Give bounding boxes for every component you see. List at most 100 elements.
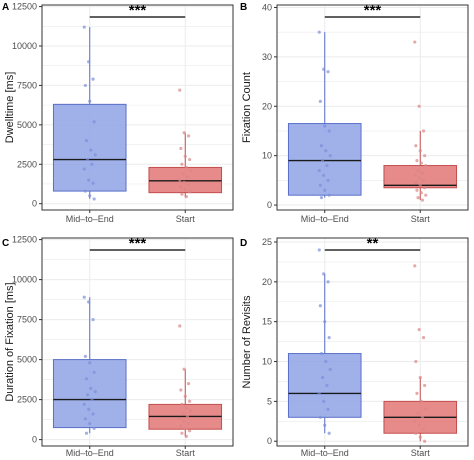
data-point (178, 88, 182, 92)
data-point (318, 183, 322, 187)
data-point (182, 419, 186, 423)
data-point (413, 419, 417, 423)
data-point (414, 144, 418, 148)
data-point (83, 83, 87, 88)
data-point (87, 300, 91, 304)
data-point (186, 183, 191, 187)
y-tick-label: 40 (262, 2, 272, 12)
data-point (180, 162, 184, 166)
x-tick-label: Start (176, 214, 196, 224)
data-point (414, 359, 418, 364)
data-point (417, 104, 421, 108)
data-point (414, 181, 418, 185)
y-tick-label: 10 (262, 357, 272, 367)
data-point (183, 154, 187, 158)
data-point (328, 154, 332, 158)
data-point (82, 167, 86, 171)
panel-d: ** 0 5 10 15 20 25 Mid–to–End Start Number of Rev… (240, 235, 469, 458)
data-point (418, 183, 422, 187)
data-point (416, 411, 420, 415)
data-point (424, 193, 428, 197)
data-point (424, 407, 428, 411)
data-point (419, 191, 423, 195)
significance-label: *** (364, 2, 382, 19)
data-point (186, 382, 191, 386)
data-point (421, 178, 426, 182)
panel-a: *** 0 2500 5000 7500 10000 12500 Mid–to–End Star… (2, 2, 234, 224)
y-axis-title: Number of Revisits (241, 295, 253, 388)
plot-border (276, 4, 469, 211)
panel-letter: C (2, 238, 9, 249)
y-tick-label: 5 (267, 396, 272, 406)
data-point (178, 417, 182, 421)
x-tick-label: Mid–to–End (66, 448, 114, 458)
data-point (323, 320, 327, 324)
data-point (327, 193, 331, 197)
data-point (416, 168, 420, 173)
data-point (88, 422, 92, 426)
box-iqr (287, 353, 362, 418)
data-point (185, 414, 190, 418)
y-tick-label: 7500 (17, 80, 37, 90)
data-point (91, 318, 95, 322)
data-point (179, 146, 183, 151)
data-point (184, 165, 188, 170)
data-point (84, 377, 89, 381)
data-point (322, 399, 326, 403)
data-point (184, 194, 188, 199)
y-tick-label: 2500 (17, 159, 37, 169)
data-point (84, 431, 89, 435)
x-tick-label: Mid–to–End (301, 214, 349, 224)
data-point (178, 324, 182, 328)
data-point (327, 336, 331, 340)
box-mid-to-end (52, 25, 127, 201)
y-tick-label: 20 (262, 101, 272, 111)
data-point (421, 129, 426, 133)
data-point (85, 393, 90, 397)
data-point (317, 30, 321, 34)
data-point (415, 188, 419, 192)
box-iqr (383, 165, 458, 189)
data-point (416, 196, 420, 200)
significance-label: *** (129, 2, 147, 19)
data-point (420, 415, 425, 419)
data-point (415, 391, 419, 396)
data-point (182, 180, 186, 185)
data-point (317, 168, 321, 173)
data-point (90, 398, 94, 402)
data-point (180, 402, 184, 406)
data-point (82, 25, 86, 29)
data-point (325, 163, 329, 168)
data-point (423, 383, 427, 388)
data-point (320, 375, 325, 380)
data-point (413, 264, 417, 268)
data-point (323, 188, 327, 192)
y-tick-label: 30 (262, 52, 272, 62)
data-point (188, 429, 192, 433)
data-point (188, 190, 192, 194)
data-point (183, 394, 187, 398)
data-point (420, 171, 425, 175)
y-tick-label: 10000 (12, 275, 37, 285)
y-tick-label: 15 (262, 317, 272, 327)
data-point (318, 99, 322, 103)
data-point (84, 139, 89, 143)
x-tick-label: Mid–to–End (66, 214, 114, 224)
data-point (188, 399, 192, 403)
y-tick-label: 5000 (17, 120, 37, 130)
data-point (327, 129, 331, 133)
data-point (325, 383, 329, 388)
data-point (414, 431, 418, 435)
y-tick-label: 0 (267, 200, 272, 210)
data-point (93, 390, 97, 394)
data-point (83, 354, 87, 358)
data-point (88, 361, 92, 365)
data-point (186, 134, 191, 138)
y-tick-label: 0 (32, 435, 37, 445)
box-start (148, 324, 223, 438)
y-tick-label: 0 (32, 199, 37, 209)
data-point (181, 412, 185, 416)
data-point (183, 187, 187, 192)
y-tick-label: 12500 (12, 2, 37, 12)
